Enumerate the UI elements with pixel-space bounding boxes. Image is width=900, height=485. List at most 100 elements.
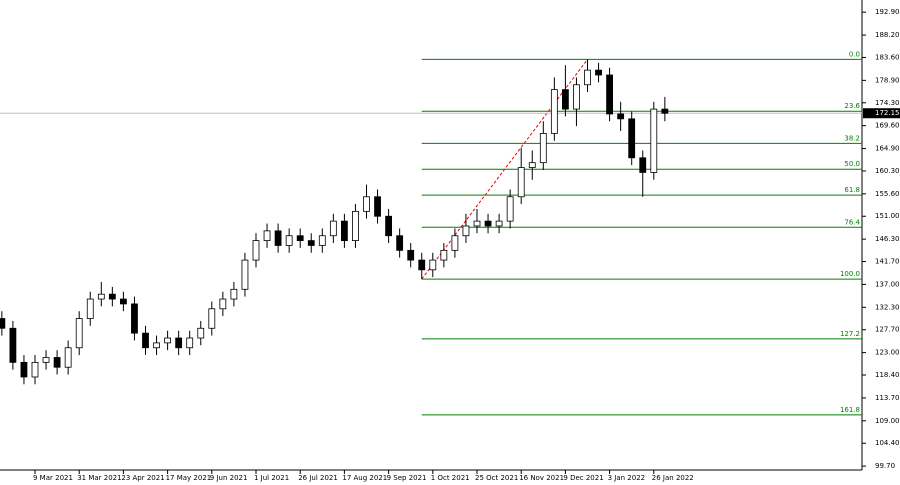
fib-label: 161.8 [840, 406, 860, 414]
fib-label: 127.2 [840, 330, 860, 338]
candle-body [20, 361, 28, 378]
candle-body [42, 357, 50, 363]
y-tick-label: 192.90 [875, 8, 900, 16]
candle-body [219, 298, 227, 310]
fib-label: 76.4 [844, 218, 860, 226]
last-price-label: 172.15 [875, 109, 900, 117]
candle-body [142, 332, 149, 349]
y-tick-label: 99.70 [875, 462, 895, 470]
candle-body [120, 298, 127, 305]
y-tick-label: 109.00 [875, 417, 900, 425]
x-tick-label: 1 Oct 2021 [431, 474, 470, 482]
y-tick-label: 123.00 [875, 349, 900, 357]
candle-body [241, 259, 249, 290]
x-tick-label: 3 Jan 2022 [608, 474, 646, 482]
x-tick-label: 1 Jul 2021 [254, 474, 289, 482]
candle-body [75, 318, 83, 349]
x-tick-label: 31 Mar 2021 [77, 474, 121, 482]
x-tick-label: 26 Jul 2021 [298, 474, 338, 482]
candle-body [617, 113, 625, 120]
candle-body [208, 308, 216, 329]
candle-body [484, 220, 492, 227]
candle-body [153, 342, 160, 349]
candle-body [650, 108, 658, 173]
y-tick-label: 155.60 [875, 190, 900, 198]
candle-body [562, 89, 569, 110]
candle-body [528, 162, 536, 168]
candle-body [539, 133, 547, 164]
x-tick-label: 9 Sep 2021 [387, 474, 427, 482]
y-tick-label: 104.40 [875, 439, 900, 447]
fib-label: 38.2 [844, 134, 860, 142]
candle-body [639, 157, 647, 173]
y-tick-label: 169.60 [875, 122, 900, 130]
candle-body [274, 230, 282, 246]
fib-trendline [421, 59, 588, 280]
x-tick-label: 9 Jun 2021 [210, 474, 248, 482]
x-tick-label: 16 Nov 2021 [519, 474, 564, 482]
y-tick-label: 160.30 [875, 167, 900, 175]
candle-body [164, 337, 172, 344]
candle-body [307, 240, 315, 246]
candle-body [31, 361, 39, 378]
candle-body [97, 293, 105, 300]
candle-body [363, 196, 370, 212]
x-tick-label: 23 Apr 2021 [121, 474, 164, 482]
candle-body [252, 240, 260, 261]
y-tick-label: 178.90 [875, 76, 900, 84]
x-tick-label: 9 Mar 2021 [33, 474, 73, 482]
candle-body [418, 259, 426, 271]
y-tick-label: 137.00 [875, 280, 900, 288]
fib-label: 50.0 [844, 160, 860, 168]
fib-label: 23.6 [844, 102, 860, 110]
y-tick-label: 183.60 [875, 53, 900, 61]
y-tick-label: 188.20 [875, 31, 900, 39]
fib-label: 61.8 [844, 186, 860, 194]
y-tick-label: 127.70 [875, 326, 900, 334]
candle-body [86, 298, 94, 319]
x-tick-label: 9 Dec 2021 [563, 474, 603, 482]
candle-body [407, 249, 415, 261]
candle-body [0, 318, 6, 329]
fib-label: 100.0 [840, 270, 860, 278]
candle-body [451, 235, 459, 251]
y-tick-label: 132.30 [875, 303, 900, 311]
y-tick-label: 164.90 [875, 145, 900, 153]
candle-body [352, 210, 359, 242]
candle-body [175, 337, 183, 349]
candle-body [329, 220, 337, 237]
last-price-box [863, 108, 900, 119]
candle-body [606, 74, 613, 115]
candle-body [429, 259, 437, 271]
candle-body [440, 249, 448, 261]
candle-body [584, 69, 591, 86]
y-tick-label: 141.70 [875, 258, 900, 266]
candle-body [628, 118, 636, 159]
candle-body [230, 288, 238, 300]
candle-body [517, 167, 525, 198]
candle-body [473, 220, 481, 227]
candle-body [506, 196, 514, 222]
candle-body [495, 220, 503, 227]
x-tick-label: 17 Aug 2021 [342, 474, 387, 482]
candle-body [462, 225, 470, 237]
candle-body [573, 84, 580, 110]
candle-body [661, 108, 669, 114]
candle-body [263, 230, 271, 242]
y-tick-label: 118.40 [875, 371, 900, 379]
candle-body [285, 235, 293, 246]
candle-body [340, 220, 348, 242]
candle-body [9, 327, 17, 363]
candle-body [318, 235, 326, 246]
candle-body [396, 235, 404, 251]
candle-body [108, 293, 116, 300]
y-tick-label: 146.30 [875, 235, 900, 243]
x-tick-label: 26 Jan 2022 [652, 474, 694, 482]
candle-body [385, 215, 393, 237]
candle-body [374, 196, 381, 217]
y-tick-label: 174.30 [875, 99, 900, 107]
candle-body [186, 337, 194, 349]
x-tick-label: 25 Oct 2021 [475, 474, 518, 482]
y-tick-label: 151.00 [875, 212, 900, 220]
